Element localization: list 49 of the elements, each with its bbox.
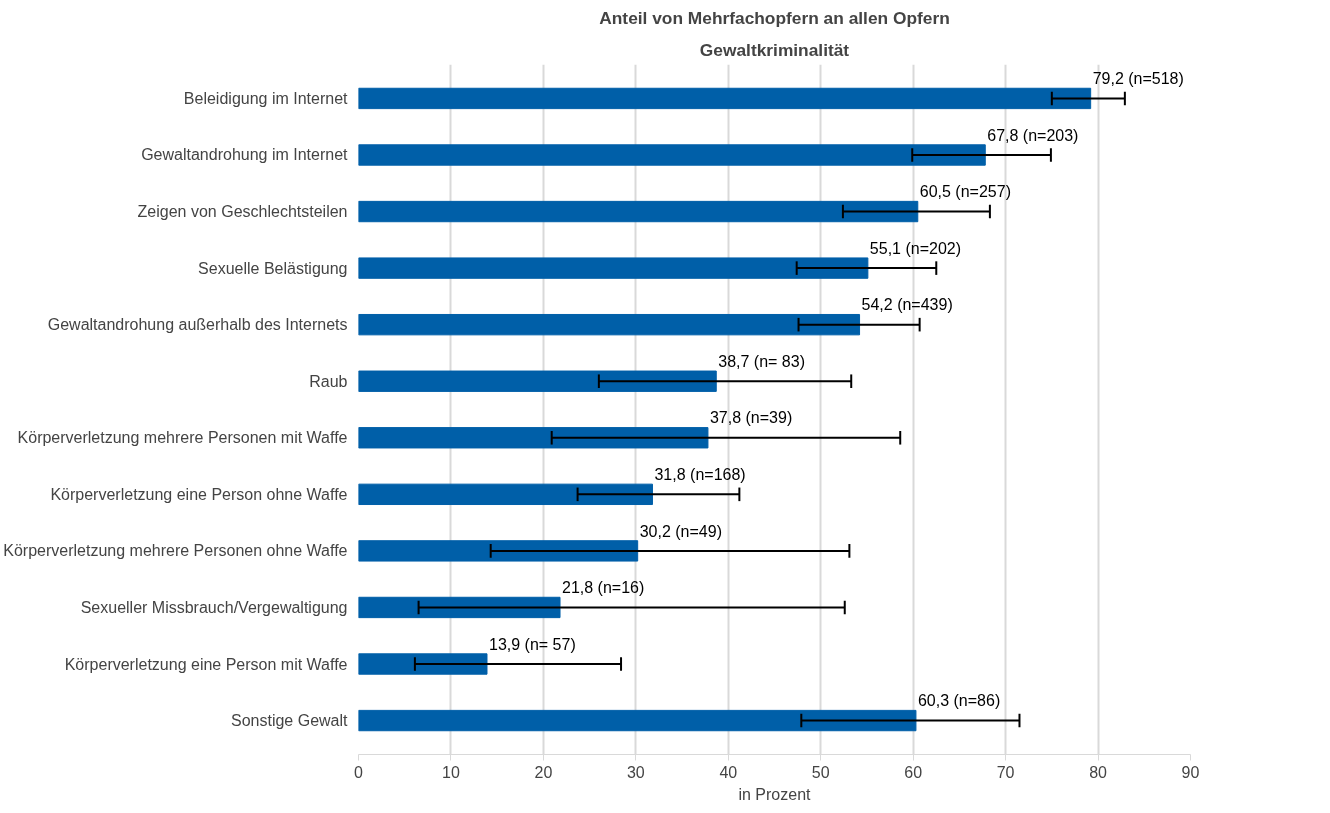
x-tick-label: 30 <box>626 763 645 781</box>
y-tick-label: Gewaltandrohung außerhalb des Internets <box>47 316 348 334</box>
x-tick-label: 50 <box>811 763 830 781</box>
data-label: 55,1 (n=202) <box>869 239 962 257</box>
data-label: 54,2 (n=439) <box>861 296 953 314</box>
y-tick-label: Sonstige Gewalt <box>230 712 349 730</box>
x-axis-title: in Prozent <box>738 785 812 803</box>
y-tick-label: Körperverletzung eine Person ohne Waffe <box>50 485 348 503</box>
x-tick-label: 90 <box>1181 763 1200 781</box>
bar <box>358 257 869 279</box>
x-tick-label: 20 <box>534 763 553 781</box>
data-label: 67,8 (n=203) <box>987 126 1079 144</box>
bar <box>358 144 986 166</box>
x-tick-label: 40 <box>719 763 738 781</box>
y-tick-label: Körperverletzung eine Person mit Waffe <box>64 655 348 673</box>
bar <box>358 370 717 392</box>
bar <box>358 653 488 675</box>
data-label: 21,8 (n=16) <box>562 579 645 597</box>
y-tick-label: Beleidigung im Internet <box>183 89 349 107</box>
x-tick-label: 0 <box>354 763 364 781</box>
data-label: 31,8 (n=168) <box>654 466 746 484</box>
data-label: 30,2 (n=49) <box>639 522 722 540</box>
data-label: 37,8 (n=39) <box>709 409 793 427</box>
data-label: 38,7 (n= 83) <box>718 352 805 370</box>
y-tick-label: Raub <box>309 372 348 390</box>
y-tick-label: Zeigen von Geschlechtsteilen <box>137 203 348 221</box>
y-tick-label: Sexueller Missbrauch/Vergewaltigung <box>80 598 348 616</box>
y-tick-label: Sexuelle Belästigung <box>198 259 348 277</box>
y-tick-label: Körperverletzung mehrere Personen mit Waffe <box>17 429 348 447</box>
x-tick-label: 70 <box>996 763 1015 781</box>
bar <box>358 596 561 619</box>
chart-title: Anteil von Mehrfachopfern an allen Opfern <box>599 7 950 28</box>
bar <box>358 200 919 223</box>
x-tick-label: 80 <box>1089 763 1108 781</box>
data-label: 13,9 (n= 57) <box>489 635 576 653</box>
bar <box>358 540 639 562</box>
y-tick-label: Körperverletzung mehrere Personen ohne Waffe <box>3 542 348 560</box>
data-label: 60,3 (n=86) <box>917 692 1001 710</box>
y-tick-label: Gewaltandrohung im Internet <box>141 146 349 164</box>
x-tick-label: 60 <box>904 763 923 781</box>
data-label: 60,5 (n=257) <box>919 183 1011 201</box>
x-tick-label: 10 <box>442 763 460 781</box>
bar <box>358 709 917 732</box>
bar <box>358 313 861 336</box>
bar <box>358 87 1092 110</box>
bar <box>358 483 653 506</box>
data-label: 79,2 (n=518) <box>1092 70 1184 88</box>
chart-subtitle: Gewaltkriminalität <box>699 39 850 60</box>
bar <box>358 427 709 449</box>
